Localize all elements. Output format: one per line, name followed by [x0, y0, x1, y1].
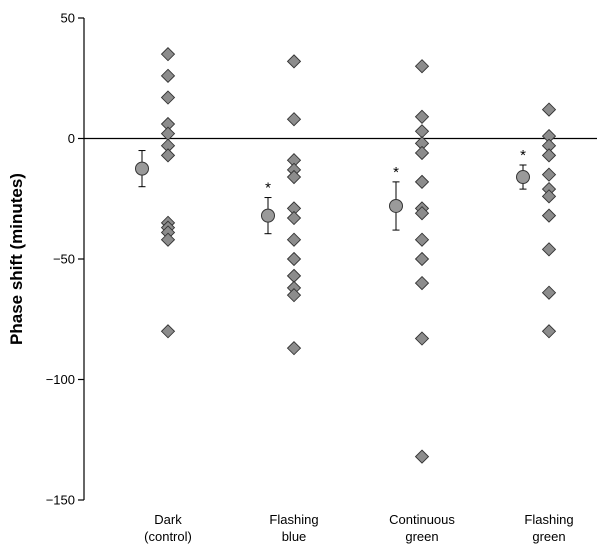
x-category-label: Flashing — [524, 512, 573, 527]
individual-point — [286, 112, 302, 127]
significance-marker: * — [520, 147, 526, 164]
x-category-label: Dark — [154, 512, 182, 527]
mean-point — [516, 170, 530, 185]
individual-point — [414, 275, 430, 291]
x-category-label: green — [405, 529, 438, 544]
individual-point — [286, 341, 302, 356]
individual-point — [160, 232, 176, 247]
individual-point — [414, 174, 430, 190]
individual-point — [541, 189, 557, 204]
significance-marker: * — [393, 164, 399, 181]
individual-point — [286, 232, 302, 247]
y-axis-label: Phase shift (minutes) — [7, 173, 26, 345]
x-category-label: blue — [282, 529, 307, 544]
chart-labels: 50 0 −50 −100 −150 Phase shift (minutes) Dark (… — [7, 11, 574, 545]
individual-point — [286, 251, 302, 267]
individual-point — [160, 68, 176, 83]
chart-marks — [135, 47, 557, 464]
mean-point — [135, 161, 149, 176]
individual-point — [414, 251, 430, 267]
y-tick-label: 50 — [61, 11, 75, 26]
individual-point — [541, 167, 557, 182]
individual-point — [541, 148, 557, 163]
individual-point — [286, 169, 302, 185]
x-category-label: Continuous — [389, 512, 455, 527]
x-category-label: Flashing — [269, 512, 318, 527]
individual-point — [160, 148, 176, 163]
significance-marker: * — [265, 180, 271, 197]
individual-point — [286, 268, 302, 284]
individual-point — [541, 102, 557, 117]
individual-point — [541, 208, 557, 223]
individual-point — [160, 47, 176, 62]
individual-point — [414, 206, 430, 221]
individual-point — [414, 109, 430, 124]
individual-point — [414, 331, 430, 346]
individual-point — [286, 288, 302, 303]
mean-point — [389, 198, 403, 213]
individual-point — [414, 124, 430, 139]
individual-point — [414, 449, 430, 464]
individual-point — [414, 59, 430, 74]
x-category-label: (control) — [144, 529, 192, 544]
individual-point — [414, 232, 430, 247]
individual-point — [286, 54, 302, 69]
y-tick-label: −100 — [46, 372, 75, 387]
y-tick-label: −150 — [46, 493, 75, 508]
individual-point — [414, 145, 430, 161]
individual-point — [541, 242, 557, 257]
mean-point — [261, 208, 275, 223]
y-tick-label: −50 — [53, 252, 75, 267]
individual-point — [160, 90, 176, 105]
x-category-label: green — [532, 529, 565, 544]
individual-point — [541, 324, 557, 339]
individual-point — [286, 210, 302, 226]
individual-point — [541, 285, 557, 300]
axes — [78, 17, 597, 501]
individual-point — [160, 324, 176, 339]
y-tick-label: 0 — [68, 131, 75, 146]
